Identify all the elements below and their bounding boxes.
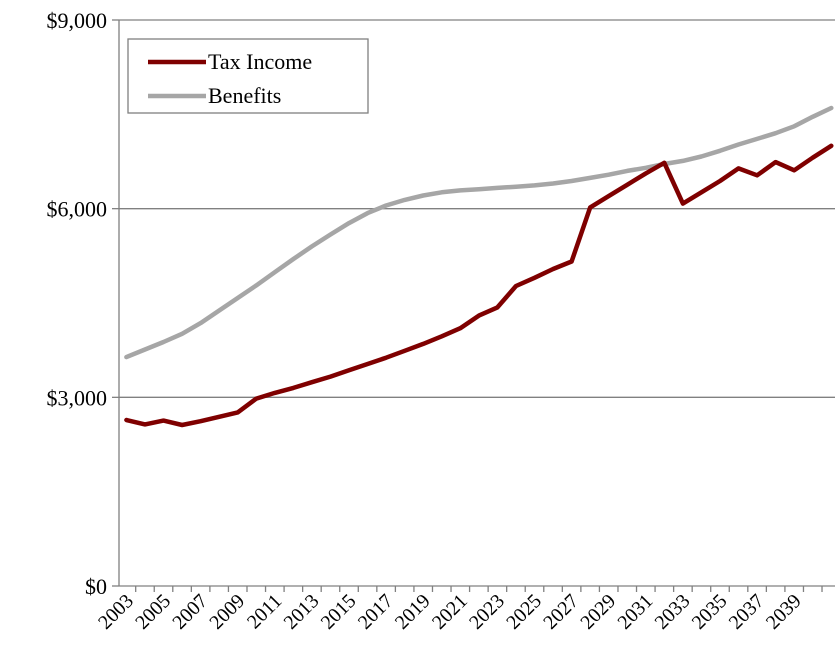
x-tick-label: 2037 [725, 590, 769, 634]
x-tick-label: 2011 [243, 590, 286, 633]
gridlines [119, 19, 835, 398]
x-tick-label: 2013 [280, 590, 324, 634]
legend-box [127, 38, 369, 114]
x-tick-label: 2015 [317, 590, 361, 634]
x-tick-label: 2007 [168, 590, 212, 634]
x-tick-label: 2021 [428, 590, 472, 634]
x-tick-label: 2009 [205, 590, 249, 634]
series-lines [124, 105, 834, 428]
x-tick-label: 2025 [502, 590, 546, 634]
x-tick-label: 2019 [391, 590, 435, 634]
x-tick-label: 2031 [613, 590, 657, 634]
series-line-tax-income [124, 143, 834, 428]
x-tick-label: 2039 [762, 590, 806, 634]
x-tick-label: 2005 [131, 590, 175, 634]
legend: Tax Income Benefits [127, 38, 369, 114]
legend-label: Tax Income [208, 49, 312, 74]
y-tick-label: $6,000 [47, 197, 108, 222]
series-line-benefits [124, 105, 834, 360]
y-tick-label: $0 [85, 574, 107, 599]
x-tick-label: 2027 [539, 590, 583, 634]
x-tick-label: 2023 [465, 590, 509, 634]
x-axis-ticks: 2003200520072009201120132015201720192021… [94, 586, 823, 634]
x-tick-label: 2033 [651, 590, 695, 634]
x-tick-label: 2029 [576, 590, 620, 634]
x-tick-label: 2035 [688, 590, 732, 634]
axes [118, 20, 835, 587]
legend-label: Benefits [208, 83, 281, 108]
y-axis-ticks: $0 $3,000 $6,000 $9,000 [47, 8, 119, 599]
y-tick-label: $9,000 [47, 8, 108, 33]
x-tick-label: 2017 [354, 590, 398, 634]
y-tick-label: $3,000 [47, 385, 108, 410]
